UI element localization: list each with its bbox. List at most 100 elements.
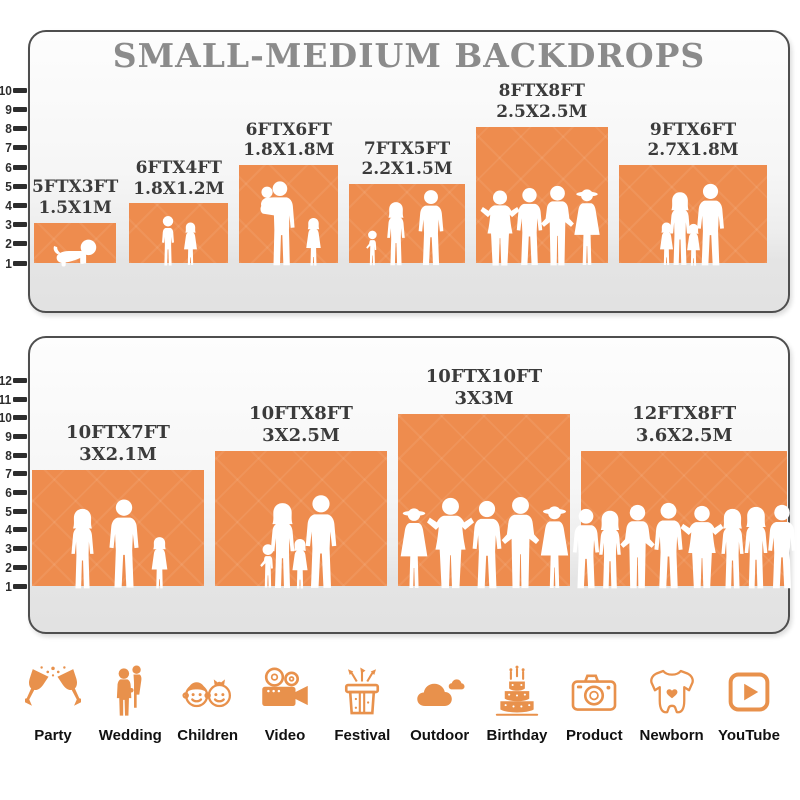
size-meters: 2.5X2.5M xyxy=(496,101,588,122)
girl-silhouette-icon xyxy=(306,218,322,266)
man-silhouette-icon xyxy=(654,502,683,589)
axis-tick-8: 8 xyxy=(5,448,27,463)
size-meters: 1.8X1.2M xyxy=(133,178,225,199)
vertical-ruler: 123456789101112 xyxy=(0,362,27,594)
woman-silhouette-icon xyxy=(669,192,690,265)
axis-tick-5: 5 xyxy=(5,179,27,194)
axis-tick-label: 6 xyxy=(5,159,12,175)
size-meters: 2.7X1.8M xyxy=(647,140,739,161)
backdrop-size-label: 6FTX4FT 1.8X1.2M xyxy=(133,158,224,199)
category-label: Outdoor xyxy=(410,727,470,744)
size-feet: 9FTX6FT xyxy=(649,119,737,140)
category-label: Newborn xyxy=(639,727,704,744)
axis-tick-1: 1 xyxy=(5,579,27,594)
backdrop-rect xyxy=(33,222,117,267)
backdrop-item-10FTX7FT: 10FTX7FT 3X2.1M xyxy=(32,421,204,589)
backdrop-rect xyxy=(618,165,768,266)
axis-tick-mark xyxy=(13,527,27,533)
axis-tick-label: 9 xyxy=(5,101,12,117)
size-feet: 10FTX7FT xyxy=(66,421,170,443)
size-feet: 12FTX8FT xyxy=(632,403,737,425)
category-label: Party xyxy=(34,727,72,744)
axis-tick-mark xyxy=(13,396,27,402)
people-silhouettes xyxy=(34,237,117,267)
page-title: SMALL-MEDIUM BACKDROPS xyxy=(112,36,706,75)
backdrop-size-label: 12FTX8FT 3.6X2.5M xyxy=(632,403,736,447)
people-silhouettes xyxy=(476,185,608,267)
boy-silhouette-icon xyxy=(161,216,174,266)
people-silhouettes xyxy=(32,498,204,590)
man-silhouette-icon xyxy=(767,504,796,589)
axis-tick-3: 3 xyxy=(5,541,27,556)
axis-tick-label: 2 xyxy=(5,559,12,575)
girl-silhouette-icon xyxy=(659,222,673,266)
axis-tick-3: 3 xyxy=(5,217,27,232)
axis-tick-label: 11 xyxy=(0,391,12,407)
axis-tick-mark xyxy=(13,164,27,170)
axis-tick-label: 9 xyxy=(5,428,12,444)
axis-tick-mark xyxy=(13,145,27,151)
toddler-silhouette-icon xyxy=(366,230,377,266)
toddler-silhouette-icon xyxy=(260,544,274,588)
axis-tick-label: 5 xyxy=(5,503,12,519)
size-meters: 3X3M xyxy=(454,387,514,409)
axis-tick-mark xyxy=(13,583,27,589)
axis-tick-10: 10 xyxy=(0,410,27,425)
axis-tick-mark xyxy=(13,508,27,514)
woman-hat-silhouette-icon xyxy=(400,508,427,588)
backdrop-rect xyxy=(239,165,339,266)
man-hips-silhouette-icon xyxy=(540,185,574,266)
size-meters: 3X2.5M xyxy=(262,425,340,447)
newborn-icon xyxy=(649,669,694,714)
backdrop-rect xyxy=(129,203,229,266)
man-armsup-silhouette-icon xyxy=(680,505,724,589)
woman-silhouette-icon xyxy=(270,503,295,588)
category-icon-row: Party Wedding Children Video Festival Outdoor… xyxy=(16,662,786,744)
people-silhouettes xyxy=(129,215,228,267)
category-label: YouTube xyxy=(717,727,780,744)
axis-tick-label: 1 xyxy=(5,578,12,594)
category-newborn: Newborn xyxy=(635,662,709,744)
axis-tick-9: 9 xyxy=(5,102,27,117)
axis-tick-6: 6 xyxy=(5,485,27,500)
people-silhouettes xyxy=(398,496,570,590)
backdrop-size-label: 9FTX6FT 2.7X1.8M xyxy=(647,120,738,161)
axis-tick-mark xyxy=(13,564,27,570)
category-label: Children xyxy=(177,727,239,744)
bars-row: 10FTX7FT 3X2.1M 10FTX8FT 3X2.5M 10FTX10FT 3X3… xyxy=(32,366,796,589)
backdrop-size-label: 6FTX6FT 1.8X1.8M xyxy=(243,120,334,161)
axis-tick-mark xyxy=(13,241,27,247)
axis-tick-label: 3 xyxy=(5,217,12,233)
birthday-icon xyxy=(495,665,539,716)
size-feet: 7FTX5FT xyxy=(363,138,451,159)
girl-silhouette-icon xyxy=(151,537,168,589)
axis-tick-1: 1 xyxy=(5,256,27,271)
size-feet: 10FTX8FT xyxy=(249,403,353,425)
category-birthday: Birthday xyxy=(480,662,554,744)
axis-tick-2: 2 xyxy=(5,236,27,251)
backdrop-item-7FTX5FT: 7FTX5FT 2.2X1.5M xyxy=(349,139,465,266)
panel-small-medium-backdrops-bottom: 12345678910111210FTX7FT3X2.1M10FTX8FT3X2… xyxy=(0,336,796,634)
category-party: Party xyxy=(16,662,90,744)
girl-silhouette-icon xyxy=(686,223,700,266)
backdrop-item-12FTX8FT: 12FTX8FT 3.6X2.5M xyxy=(572,403,796,589)
axis-tick-mark xyxy=(13,415,27,421)
man-silhouette-icon xyxy=(418,190,444,266)
youtube-icon xyxy=(728,672,770,712)
axis-tick-label: 4 xyxy=(5,197,12,213)
axis-tick-8: 8 xyxy=(5,121,27,136)
axis-tick-9: 9 xyxy=(5,429,27,444)
axis-tick-mark xyxy=(13,260,27,266)
backdrop-size-label: 7FTX5FT 2.2X1.5M xyxy=(361,139,452,180)
festival-icon xyxy=(345,667,380,715)
axis-tick-label: 8 xyxy=(5,121,12,137)
backdrop-item-6FTX6FT: 6FTX6FT 1.8X1.8M xyxy=(239,120,339,266)
axis-tick-10: 10 xyxy=(0,83,27,98)
man-silhouette-icon xyxy=(472,500,501,589)
axis-tick-12: 12 xyxy=(0,373,27,388)
people-silhouettes xyxy=(349,189,465,267)
backdrop-rect xyxy=(215,451,387,589)
woman-silhouette-icon xyxy=(71,508,94,589)
category-label: Product xyxy=(565,727,623,744)
axis-tick-mark xyxy=(13,471,27,477)
